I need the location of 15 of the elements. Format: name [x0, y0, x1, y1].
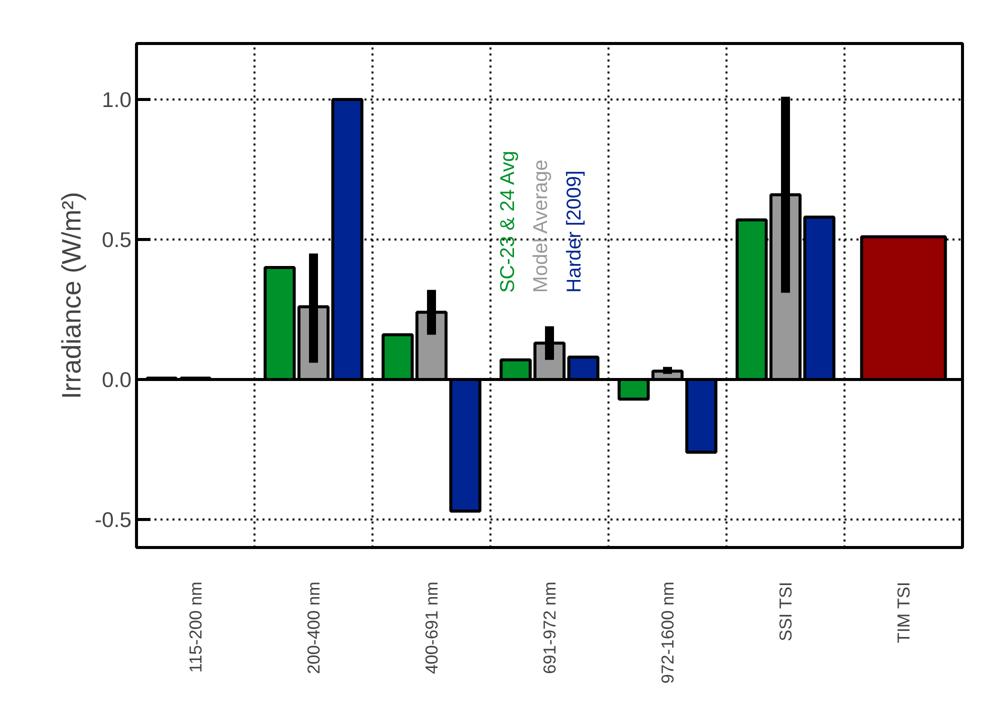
x-tick-label: 115-200 nm: [186, 581, 206, 673]
text: SC-23 & 24 Avg: [497, 150, 520, 293]
x-tick-label: 691-972 nm: [540, 581, 560, 674]
x-tick-label: TIM TSI: [894, 582, 914, 644]
x-tick-label: 972-1600 nm: [658, 581, 678, 684]
x-tick-label: 200-400 nm: [304, 581, 324, 674]
y-axis-title: Irradiance (W/m²): [56, 192, 87, 400]
text: Harder [2009]: [563, 170, 586, 293]
y-tick-label: 0.5: [102, 228, 132, 252]
x-tick-label: SSI TSI: [776, 582, 796, 642]
y-tick-label: -0.5: [94, 508, 132, 532]
text: Model Average: [530, 160, 552, 293]
x-tick-label: 400-691 nm: [422, 581, 442, 674]
y-tick-label: 1.0: [102, 88, 132, 112]
y-tick-label: 0.0: [102, 368, 132, 392]
